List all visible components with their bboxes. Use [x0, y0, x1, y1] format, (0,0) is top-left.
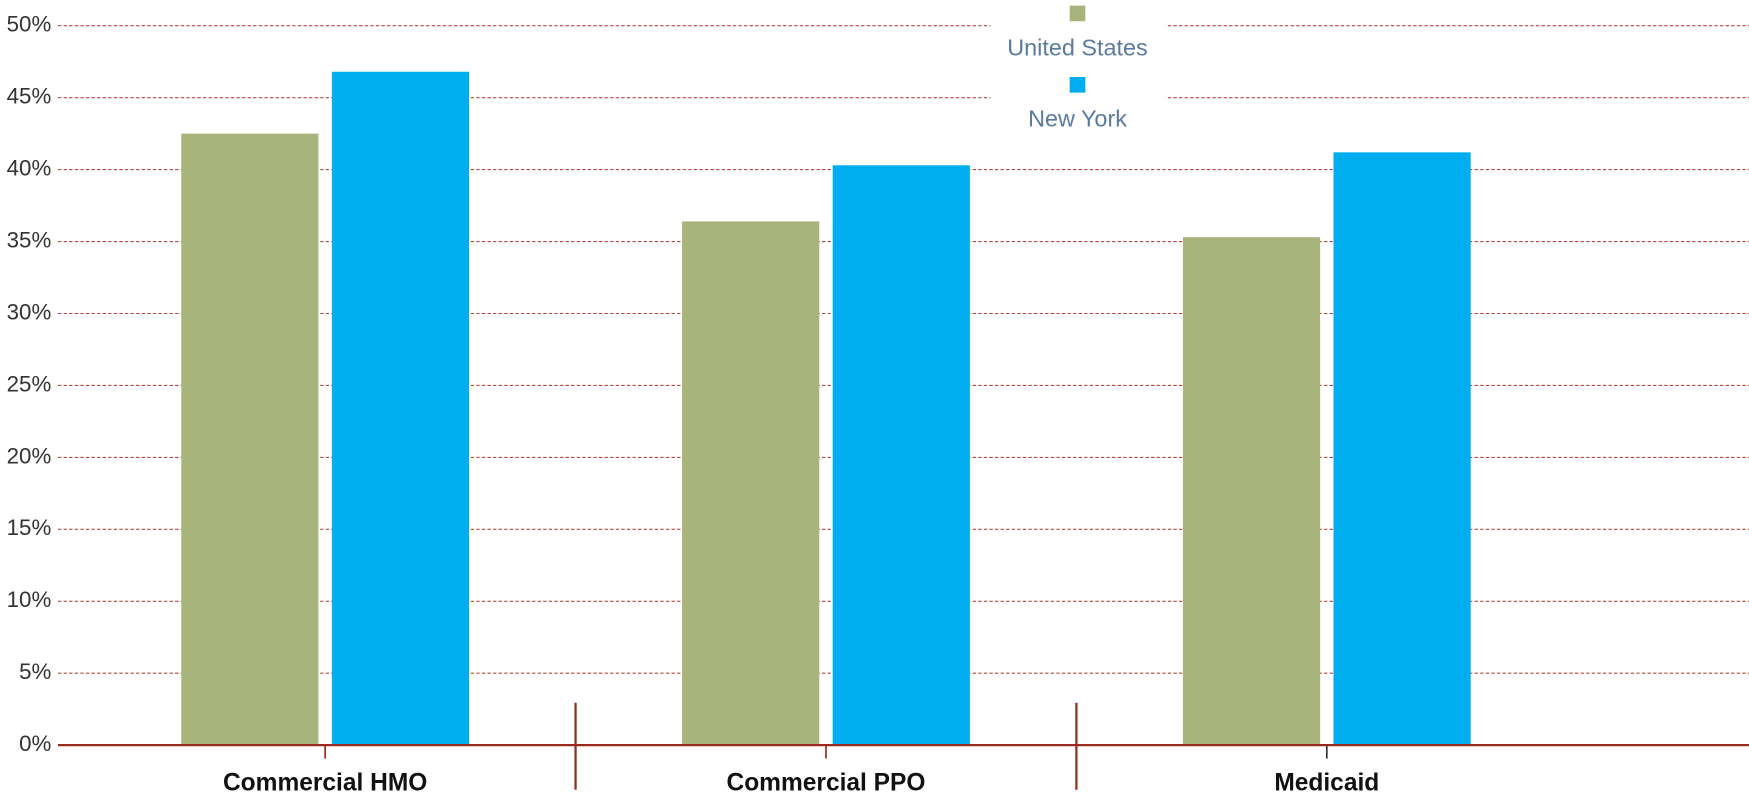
- legend-background: [990, 0, 1166, 143]
- bar: [682, 221, 820, 746]
- y-tick-label: 40%: [7, 155, 52, 180]
- legend-swatch: [1069, 77, 1086, 93]
- x-tick-label: Medicaid: [1274, 770, 1379, 797]
- y-tick-label: 15%: [7, 515, 52, 540]
- y-tick-label: 45%: [7, 84, 52, 109]
- bar: [331, 71, 470, 746]
- bar: [832, 165, 970, 746]
- y-tick-label: 20%: [7, 443, 52, 468]
- legend-label: New York: [1028, 106, 1127, 132]
- bar: [1333, 152, 1471, 746]
- x-tick-label: Commercial HMO: [223, 770, 427, 797]
- legend-swatch: [1069, 5, 1086, 22]
- bar: [181, 133, 319, 746]
- bar: [1182, 237, 1321, 746]
- y-tick-label: 25%: [7, 371, 52, 396]
- legend-label: United States: [1007, 34, 1148, 60]
- y-tick-label: 50%: [7, 12, 52, 37]
- y-tick-label: 10%: [7, 587, 52, 612]
- y-tick-label: 30%: [7, 299, 52, 324]
- x-tick-label: Commercial PPO: [727, 770, 926, 797]
- y-tick-label: 35%: [7, 227, 52, 252]
- y-tick-label: 5%: [19, 659, 51, 684]
- y-tick-label: 0%: [19, 731, 51, 756]
